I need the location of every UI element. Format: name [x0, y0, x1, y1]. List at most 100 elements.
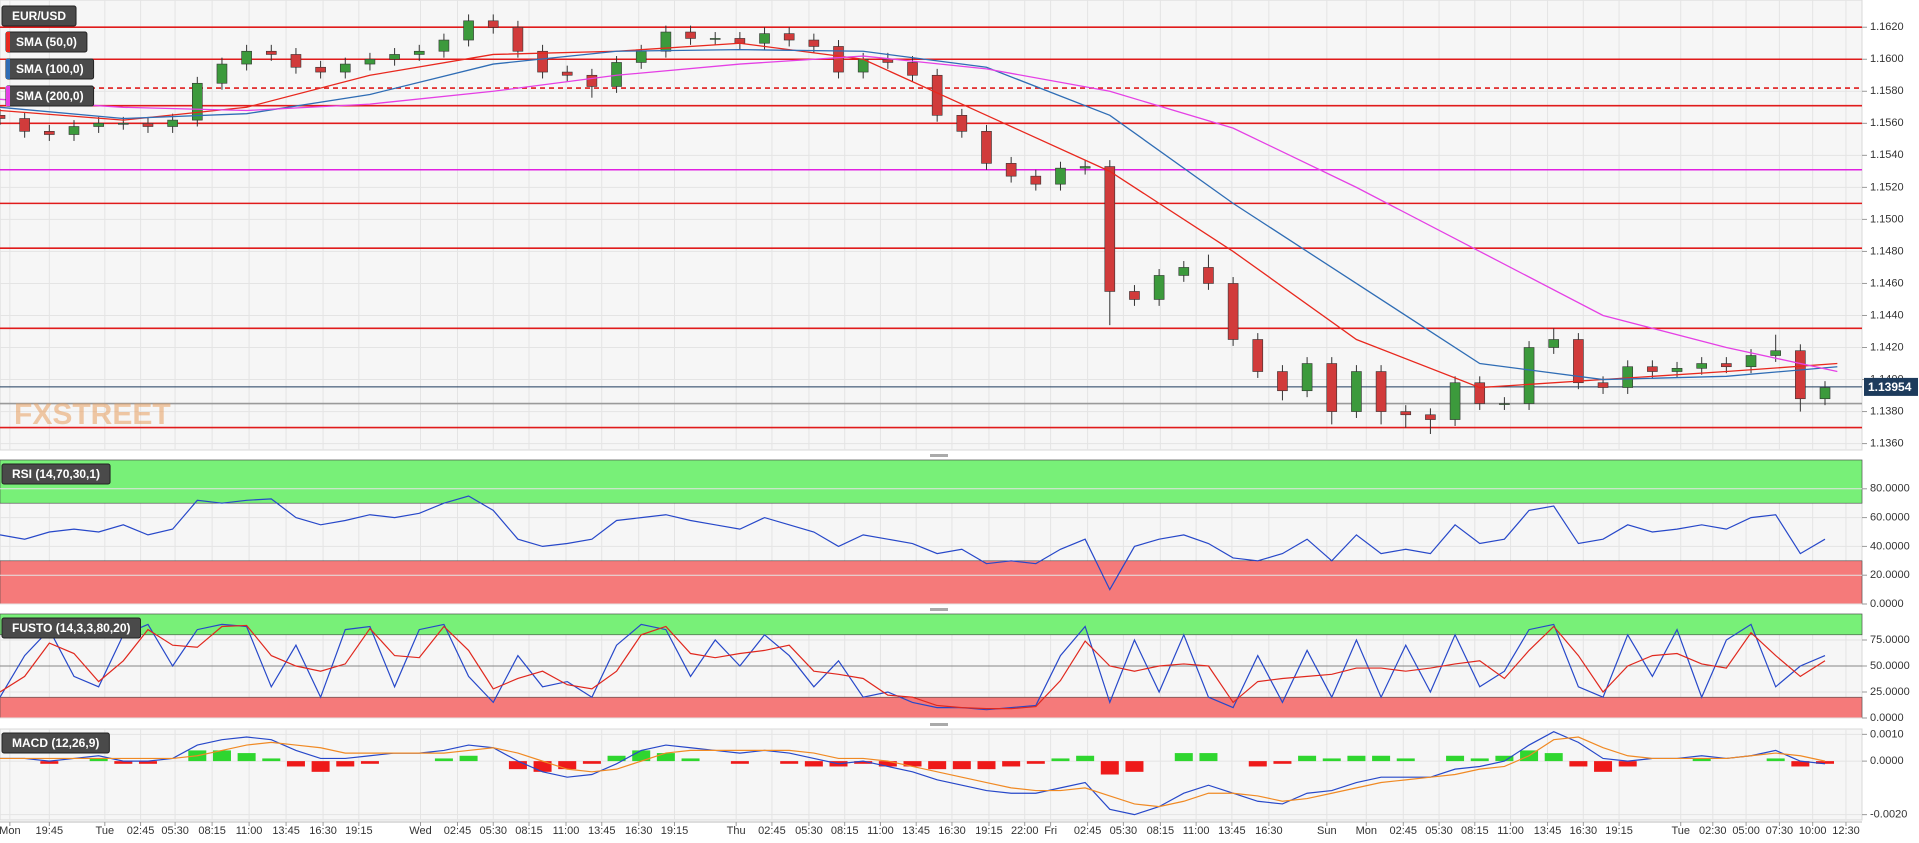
- candle-body: [1474, 382, 1486, 404]
- histogram-bar: [336, 761, 355, 767]
- x-tick-label: 05:30: [795, 825, 823, 837]
- candle-body: [364, 58, 376, 65]
- histogram-bar: [1125, 761, 1144, 772]
- candle-body: [561, 71, 573, 76]
- y-tick-label: 1.1440: [1870, 309, 1904, 321]
- y-tick-label: 0.0000: [1870, 598, 1904, 610]
- histogram-bar: [854, 761, 873, 764]
- x-tick-label: 16:30: [938, 825, 966, 837]
- indicator-line: [0, 623, 1826, 711]
- x-tick-label: 22:00: [1011, 825, 1039, 837]
- histogram-bar: [1544, 753, 1563, 762]
- candle-body: [265, 50, 277, 55]
- indicator-line: [0, 731, 1826, 816]
- candle-body: [241, 50, 252, 65]
- x-tick-label: 08:15: [515, 825, 543, 837]
- x-tick-label: 05:30: [479, 825, 507, 837]
- candle-body: [44, 131, 55, 135]
- histogram-bar: [360, 761, 379, 764]
- sma-line: [0, 42, 1838, 389]
- histogram-bar: [804, 761, 823, 767]
- legend-swatch: [6, 86, 10, 106]
- panel-resize-handle[interactable]: [930, 723, 948, 726]
- watermark: FXSTREET: [14, 398, 171, 431]
- candle-body: [1425, 414, 1436, 420]
- x-tick-label: Wed: [409, 825, 431, 837]
- panel-resize-handle[interactable]: [930, 454, 948, 457]
- label-text: FUSTO (14,3,3,80,20): [12, 621, 131, 635]
- candle-body: [709, 38, 721, 40]
- x-tick-label: Mon: [0, 825, 21, 837]
- candle-body: [1523, 347, 1535, 404]
- histogram-bar: [212, 750, 231, 762]
- x-tick-label: 16:30: [1255, 825, 1283, 837]
- candle-body: [118, 123, 129, 125]
- candle-body: [1104, 166, 1116, 292]
- histogram-bar: [1791, 761, 1810, 767]
- histogram-bar: [1002, 761, 1021, 767]
- x-tick-label: 05:30: [1110, 825, 1138, 837]
- x-tick-label: 02:30: [1699, 825, 1727, 837]
- panel-background: [0, 0, 1863, 451]
- y-tick-label: 1.1620: [1870, 21, 1904, 33]
- x-tick-label: Thu: [727, 825, 746, 837]
- candle-body: [315, 66, 326, 73]
- panel-resize-handle[interactable]: [930, 608, 948, 611]
- histogram-bar: [952, 761, 971, 770]
- x-tick-label: 19:15: [345, 825, 373, 837]
- x-tick-label: 02:45: [127, 825, 155, 837]
- zone: [0, 696, 1863, 719]
- x-tick-label: Tue: [1671, 825, 1690, 837]
- label-box: [1, 463, 111, 485]
- histogram-bar: [1347, 755, 1366, 762]
- x-tick-label: 05:30: [1425, 825, 1453, 837]
- candle-body: [1227, 283, 1239, 340]
- x-tick-label: 12:30: [1832, 825, 1860, 837]
- candle-body: [487, 20, 499, 28]
- candle-body: [1252, 339, 1264, 372]
- candle-body: [907, 62, 918, 76]
- x-tick-label: 11:00: [553, 825, 580, 837]
- candle-body: [685, 31, 696, 39]
- histogram-bar: [632, 750, 651, 762]
- sma-line: [0, 48, 1838, 381]
- candle-body: [167, 119, 178, 127]
- y-tick-label: 1.1540: [1870, 149, 1904, 161]
- candle-body: [1005, 163, 1017, 177]
- histogram-bar: [878, 761, 897, 767]
- candle-body: [1819, 387, 1831, 400]
- x-tick-label: 11:00: [1497, 825, 1524, 837]
- candle-body: [512, 26, 524, 52]
- candle-body: [734, 38, 746, 44]
- histogram-bar: [977, 761, 996, 770]
- x-tick-label: 13:45: [902, 825, 930, 837]
- legend-swatch: [6, 32, 10, 52]
- x-tick-label: 08:15: [1461, 825, 1489, 837]
- x-tick-label: 13:45: [588, 825, 616, 837]
- histogram-bar: [311, 761, 330, 772]
- candle-body: [389, 54, 400, 60]
- label-text: MACD (12,26,9): [12, 736, 99, 750]
- candle-body: [216, 63, 228, 84]
- candle-body: [191, 82, 203, 121]
- histogram-bar: [459, 755, 478, 762]
- candle-body: [1548, 339, 1560, 348]
- histogram-bar: [1273, 761, 1292, 764]
- candle-body: [1178, 267, 1190, 276]
- y-tick-label: 0.0000: [1870, 755, 1904, 767]
- histogram-bar: [114, 761, 133, 764]
- candle-body: [586, 74, 598, 87]
- x-tick-label: 16:30: [625, 825, 653, 837]
- histogram-bar: [780, 761, 799, 764]
- histogram-bar: [1618, 761, 1637, 767]
- x-tick-label: 05:00: [1732, 825, 1760, 837]
- y-tick-label: -0.0020: [1870, 809, 1907, 821]
- candle-body: [1499, 403, 1510, 405]
- candle-body: [463, 20, 474, 41]
- histogram-bar: [1446, 755, 1465, 762]
- x-tick-label: 08:15: [1147, 825, 1175, 837]
- candle-body: [290, 54, 302, 68]
- candle-body: [339, 63, 351, 73]
- candle-body: [783, 33, 795, 41]
